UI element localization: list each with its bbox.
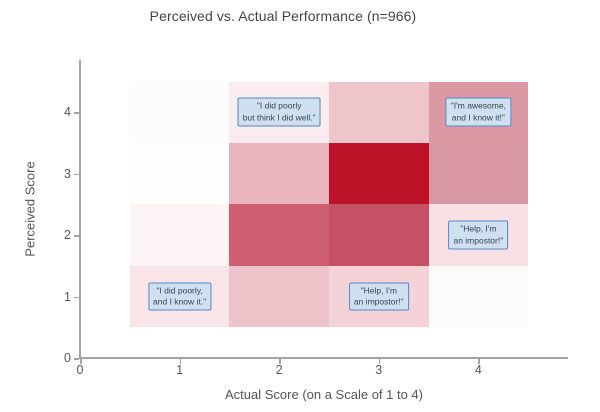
x-tick-label: 3 bbox=[375, 363, 383, 377]
heatmap-cell-x4-y3 bbox=[428, 142, 529, 205]
annotation-impostor-right: "Help, I'm an impostor!" bbox=[448, 220, 509, 250]
heatmap-cell-x3-y2 bbox=[328, 204, 429, 266]
y-tick-label: 1 bbox=[64, 289, 71, 304]
x-tick bbox=[80, 359, 82, 364]
chart-title: Perceived vs. Actual Performance (n=966) bbox=[149, 8, 417, 24]
x-tick bbox=[478, 359, 480, 364]
heatmap-cell-x1-y2 bbox=[129, 204, 230, 266]
annotation-awesome-know-it: "I'm awesome, and I know it!" bbox=[445, 97, 511, 127]
x-axis-line bbox=[79, 357, 568, 359]
y-axis-title: Perceived Score bbox=[22, 161, 38, 257]
heatmap-cell-x2-y1 bbox=[229, 265, 329, 328]
x-tick-label: 0 bbox=[76, 363, 84, 377]
y-tick-label: 0 bbox=[64, 351, 71, 365]
y-axis-line bbox=[79, 60, 81, 359]
y-tick bbox=[74, 235, 79, 237]
x-tick bbox=[279, 359, 281, 364]
heatmap-cell-x4-y1 bbox=[428, 265, 529, 328]
y-tick-label: 3 bbox=[64, 166, 71, 181]
x-tick bbox=[179, 359, 182, 364]
heatmap-cell-x2-y2 bbox=[229, 204, 329, 266]
heatmap-cell-x3-y4 bbox=[328, 81, 429, 143]
x-tick-label: 2 bbox=[275, 363, 283, 377]
y-tick-label: 2 bbox=[64, 228, 71, 243]
x-tick-label: 4 bbox=[474, 363, 482, 377]
y-tick-label: 4 bbox=[64, 105, 71, 120]
y-tick bbox=[74, 112, 79, 114]
heatmap-cell-x2-y3 bbox=[229, 142, 329, 205]
heatmap-cell-x3-y3 bbox=[328, 142, 429, 205]
x-tick-label: 1 bbox=[176, 363, 184, 377]
heatmap-cell-x1-y3 bbox=[129, 142, 230, 205]
annotation-impostor-bottom: "Help, I'm an impostor!" bbox=[348, 282, 409, 312]
annotation-did-poorly-know-it: "I did poorly, and I know it." bbox=[148, 282, 212, 312]
y-tick bbox=[74, 296, 79, 299]
x-axis-title: Actual Score (on a Scale of 1 to 4) bbox=[225, 387, 423, 402]
heatmap-cell-x1-y4 bbox=[129, 81, 230, 143]
annotation-did-poorly-think-did-well: "I did poorly but think I did well." bbox=[237, 97, 321, 127]
y-tick bbox=[74, 358, 79, 360]
y-tick bbox=[74, 173, 79, 176]
x-tick bbox=[378, 359, 381, 364]
